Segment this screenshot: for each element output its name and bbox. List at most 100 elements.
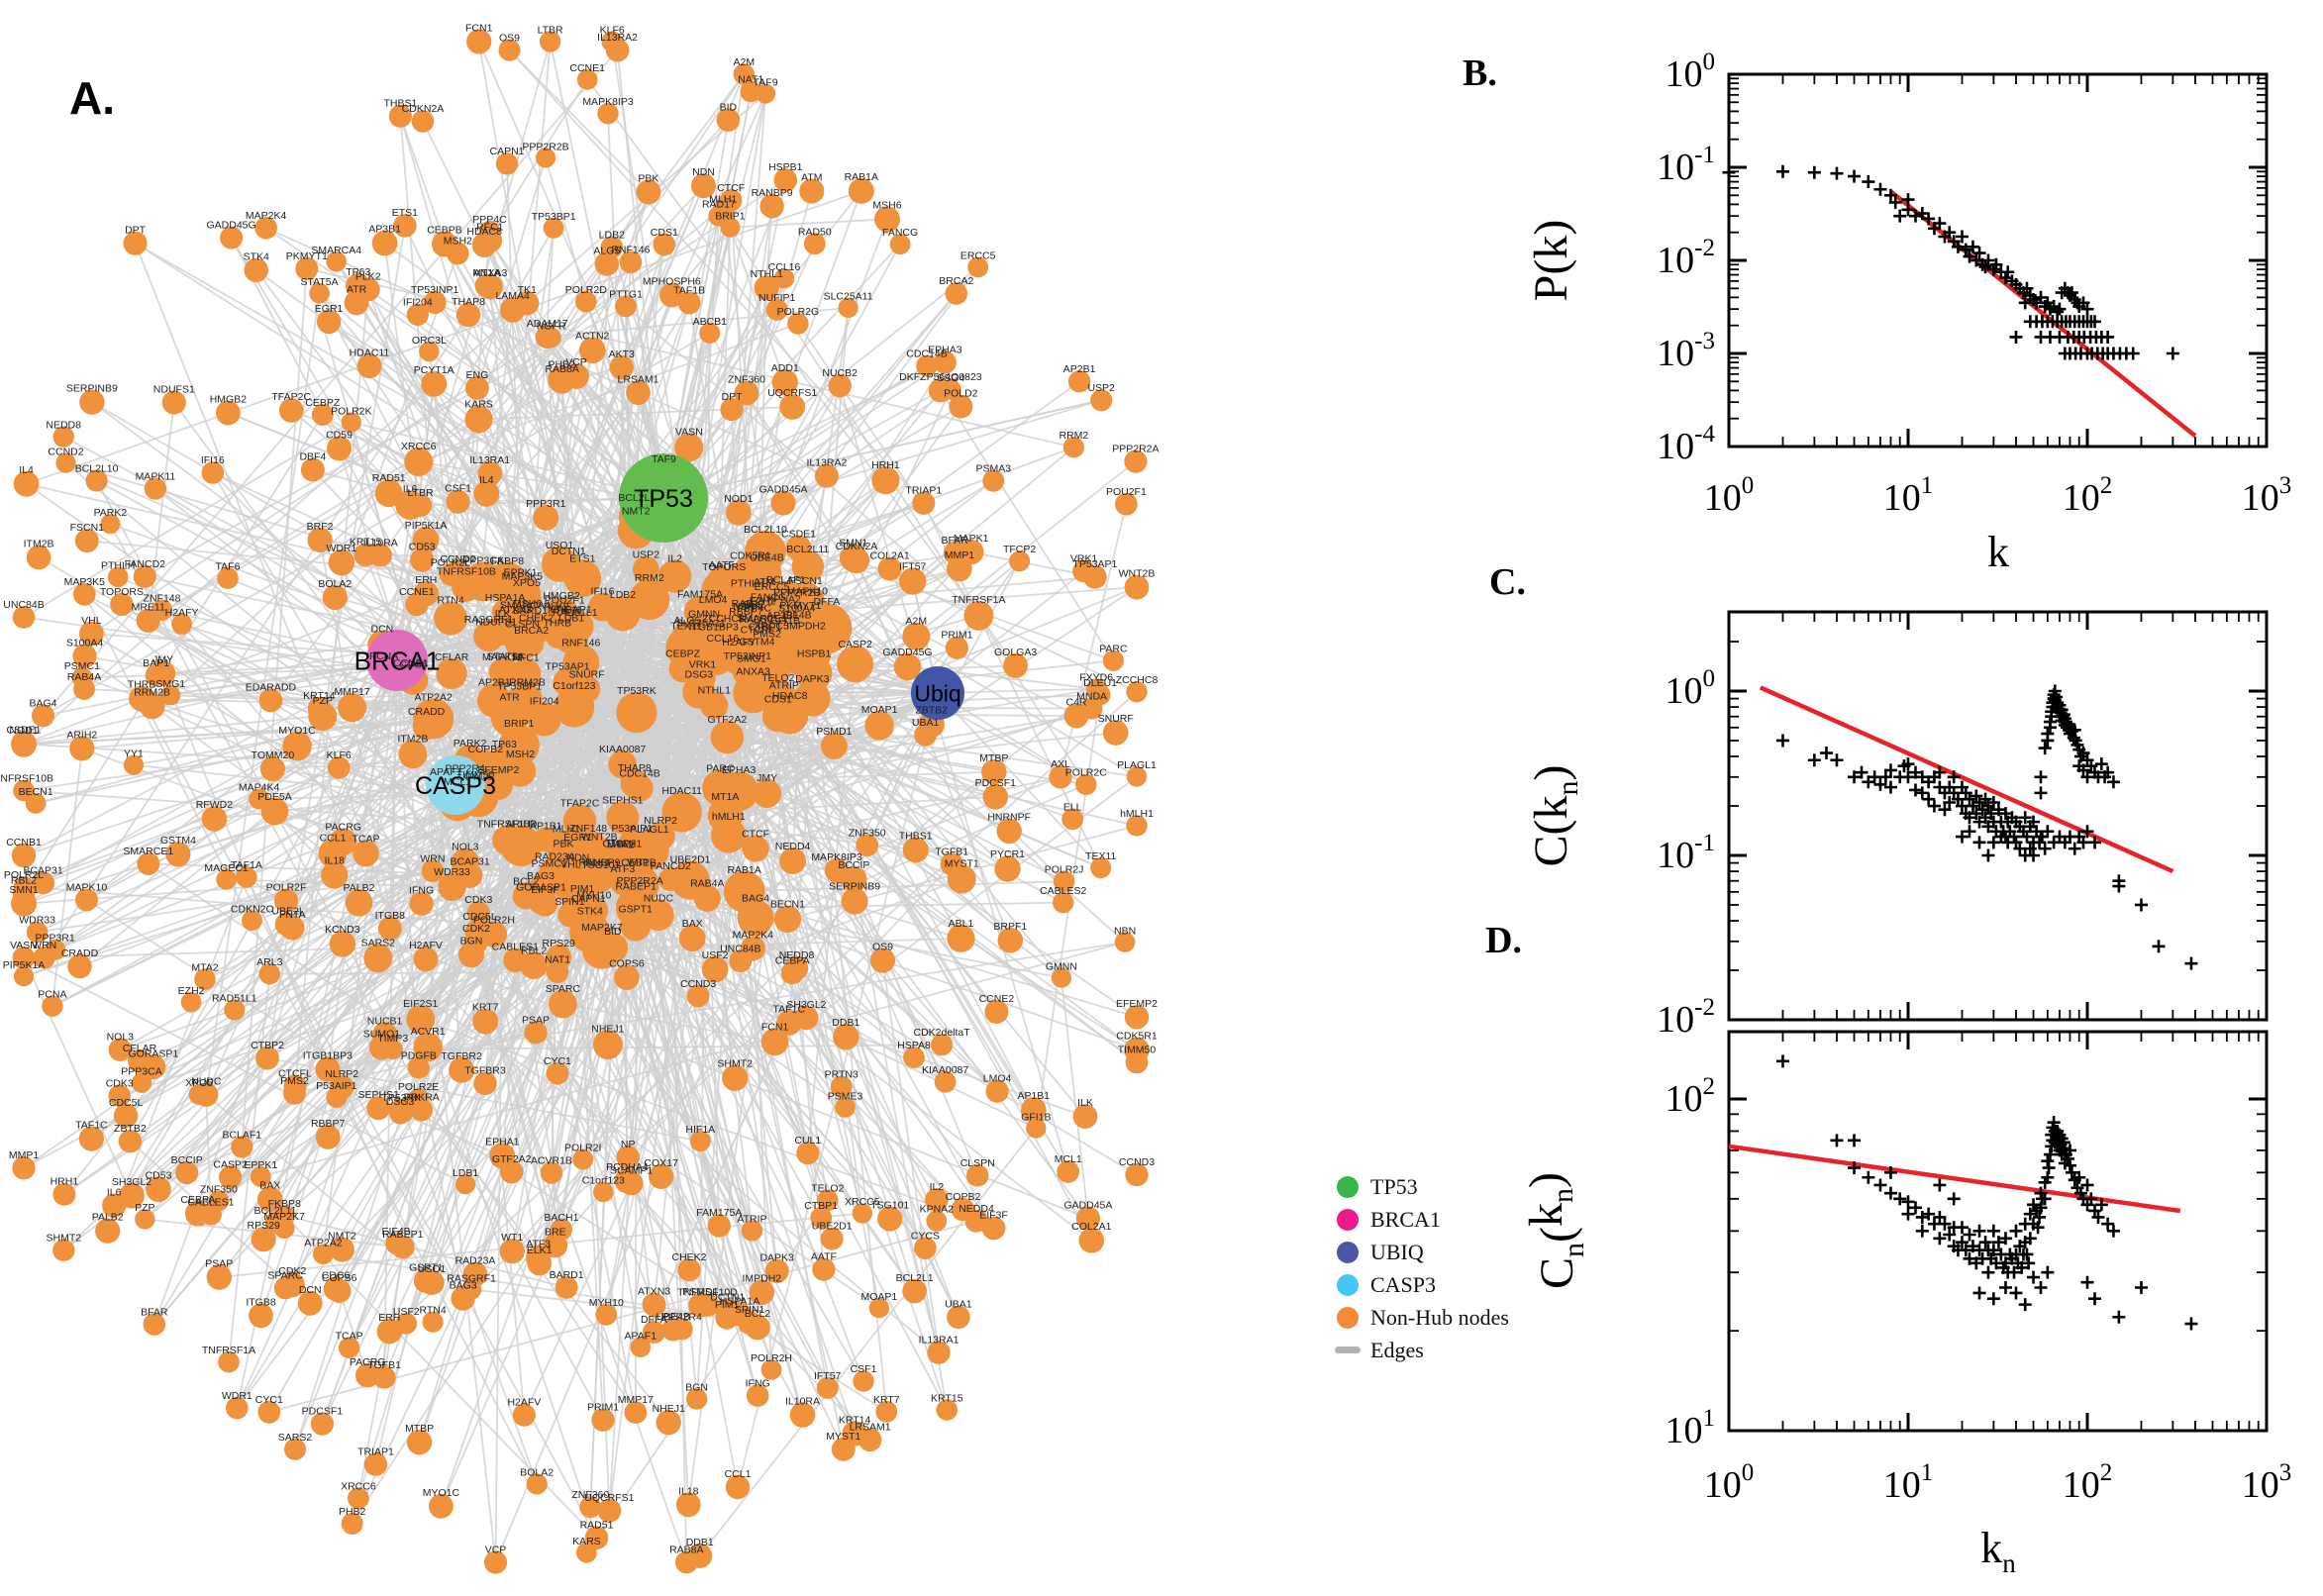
network-edge bbox=[113, 796, 479, 1207]
data-point bbox=[1873, 1178, 1887, 1192]
data-point bbox=[1819, 747, 1833, 760]
legend-dot-2 bbox=[1337, 1241, 1359, 1263]
network-edge bbox=[940, 389, 1115, 661]
data-point bbox=[1775, 734, 1789, 748]
data-point bbox=[2184, 956, 2198, 970]
network-edge bbox=[106, 876, 248, 1232]
data-points bbox=[1775, 684, 2198, 970]
network-edge bbox=[585, 1199, 829, 1553]
data-point bbox=[2034, 1280, 2048, 1294]
data-point bbox=[1775, 164, 1789, 178]
network-edge bbox=[839, 385, 1069, 1172]
data-point bbox=[2134, 1280, 2148, 1294]
network-edge bbox=[626, 678, 704, 1181]
tick-label: 10-1 bbox=[1657, 142, 1715, 188]
tick-label: 10-1 bbox=[1657, 830, 1715, 876]
data-point bbox=[2041, 727, 2055, 741]
data-point bbox=[2166, 347, 2179, 360]
axis-title: P(k) bbox=[1525, 220, 1577, 302]
network-edge bbox=[42, 50, 619, 717]
tick-label: 101 bbox=[1666, 1405, 1716, 1451]
network-edge bbox=[218, 1107, 379, 1278]
data-point bbox=[1901, 1207, 1915, 1221]
network-edge bbox=[23, 414, 324, 894]
tick-label: 101 bbox=[1883, 1459, 1934, 1506]
network-edge bbox=[23, 957, 133, 1197]
network-edge bbox=[357, 381, 563, 1499]
network-edge bbox=[269, 647, 772, 1201]
network-edge bbox=[621, 120, 730, 765]
network-edge bbox=[730, 218, 888, 229]
tick-label: 102 bbox=[2063, 472, 2113, 519]
data-point bbox=[1978, 1236, 1992, 1249]
data-point bbox=[2018, 1298, 2032, 1312]
data-point bbox=[1915, 1224, 1929, 1238]
network-edge bbox=[1060, 503, 1128, 778]
data-point bbox=[1830, 753, 1844, 767]
legend-label: Edges bbox=[1370, 1337, 1424, 1362]
legend-item-casp3: CASP3 bbox=[1337, 1268, 1509, 1301]
data-point bbox=[1862, 175, 1875, 189]
network-edge bbox=[623, 861, 752, 1324]
legend-item-edges: Edges bbox=[1335, 1334, 1509, 1366]
network-edge bbox=[549, 41, 845, 1449]
data-point bbox=[2094, 757, 2108, 771]
legend-edge-swatch bbox=[1335, 1347, 1361, 1353]
plot-frame bbox=[1727, 72, 2269, 449]
tick-label: 100 bbox=[1666, 665, 1716, 712]
network-edge bbox=[420, 1018, 977, 1223]
legend-dot-4 bbox=[1337, 1306, 1359, 1329]
tick-label: 102 bbox=[1666, 1073, 1716, 1120]
data-point bbox=[1972, 836, 1986, 849]
panel-label-a: A. bbox=[69, 72, 115, 124]
network-edge bbox=[698, 1127, 1038, 1556]
data-point bbox=[2027, 1198, 2041, 1212]
tick-label: 10-2 bbox=[1657, 994, 1715, 1041]
tick-label: 100 bbox=[1666, 49, 1716, 95]
network-edge bbox=[273, 810, 871, 1441]
data-point bbox=[2068, 842, 2081, 855]
network-edge bbox=[526, 597, 1138, 1051]
network-legend: TP53 BRCA1 UBIQ CASP3 Non-Hub nodes Edges bbox=[1335, 1170, 1509, 1366]
data-point bbox=[1947, 1192, 1961, 1206]
data-point bbox=[2134, 898, 2148, 912]
network-edge bbox=[878, 687, 1097, 727]
axis-title: Cn(kn) bbox=[1520, 1172, 1590, 1289]
data-point bbox=[1848, 1134, 1862, 1147]
network-edge bbox=[611, 41, 716, 706]
network-edge bbox=[63, 190, 862, 1195]
legend-dot-3 bbox=[1337, 1273, 1359, 1296]
network-edge bbox=[83, 593, 539, 1485]
data-point bbox=[1775, 1054, 1789, 1068]
network-edge bbox=[538, 948, 614, 1264]
data-point bbox=[1862, 1170, 1875, 1184]
data-point bbox=[2112, 1310, 2126, 1324]
tick-label: 10-4 bbox=[1657, 421, 1715, 467]
data-point bbox=[2101, 330, 2115, 344]
network-edge bbox=[639, 190, 862, 789]
network-edge bbox=[526, 621, 949, 1411]
network-edge bbox=[338, 1290, 369, 1376]
data-point bbox=[1915, 786, 1929, 800]
data-point bbox=[1807, 165, 1821, 179]
data-point bbox=[2038, 742, 2052, 755]
data-point bbox=[1848, 169, 1862, 183]
data-point bbox=[2152, 940, 2166, 953]
data-point bbox=[1807, 753, 1821, 767]
legend-label: Non-Hub nodes bbox=[1370, 1304, 1509, 1330]
network-edge bbox=[294, 745, 521, 1450]
data-point bbox=[1901, 203, 1915, 217]
tick-label: 10-3 bbox=[1657, 328, 1715, 374]
data-point bbox=[1901, 1195, 1915, 1209]
data-points bbox=[1775, 1054, 2198, 1331]
tick-label: 100 bbox=[1704, 1459, 1755, 1506]
data-point bbox=[1908, 783, 1922, 797]
legend-item-ubiq: UBIQ bbox=[1337, 1236, 1509, 1268]
network-edge bbox=[43, 619, 526, 717]
network-edge bbox=[508, 50, 925, 504]
network-edge bbox=[26, 190, 862, 485]
network-edge bbox=[511, 613, 624, 1251]
